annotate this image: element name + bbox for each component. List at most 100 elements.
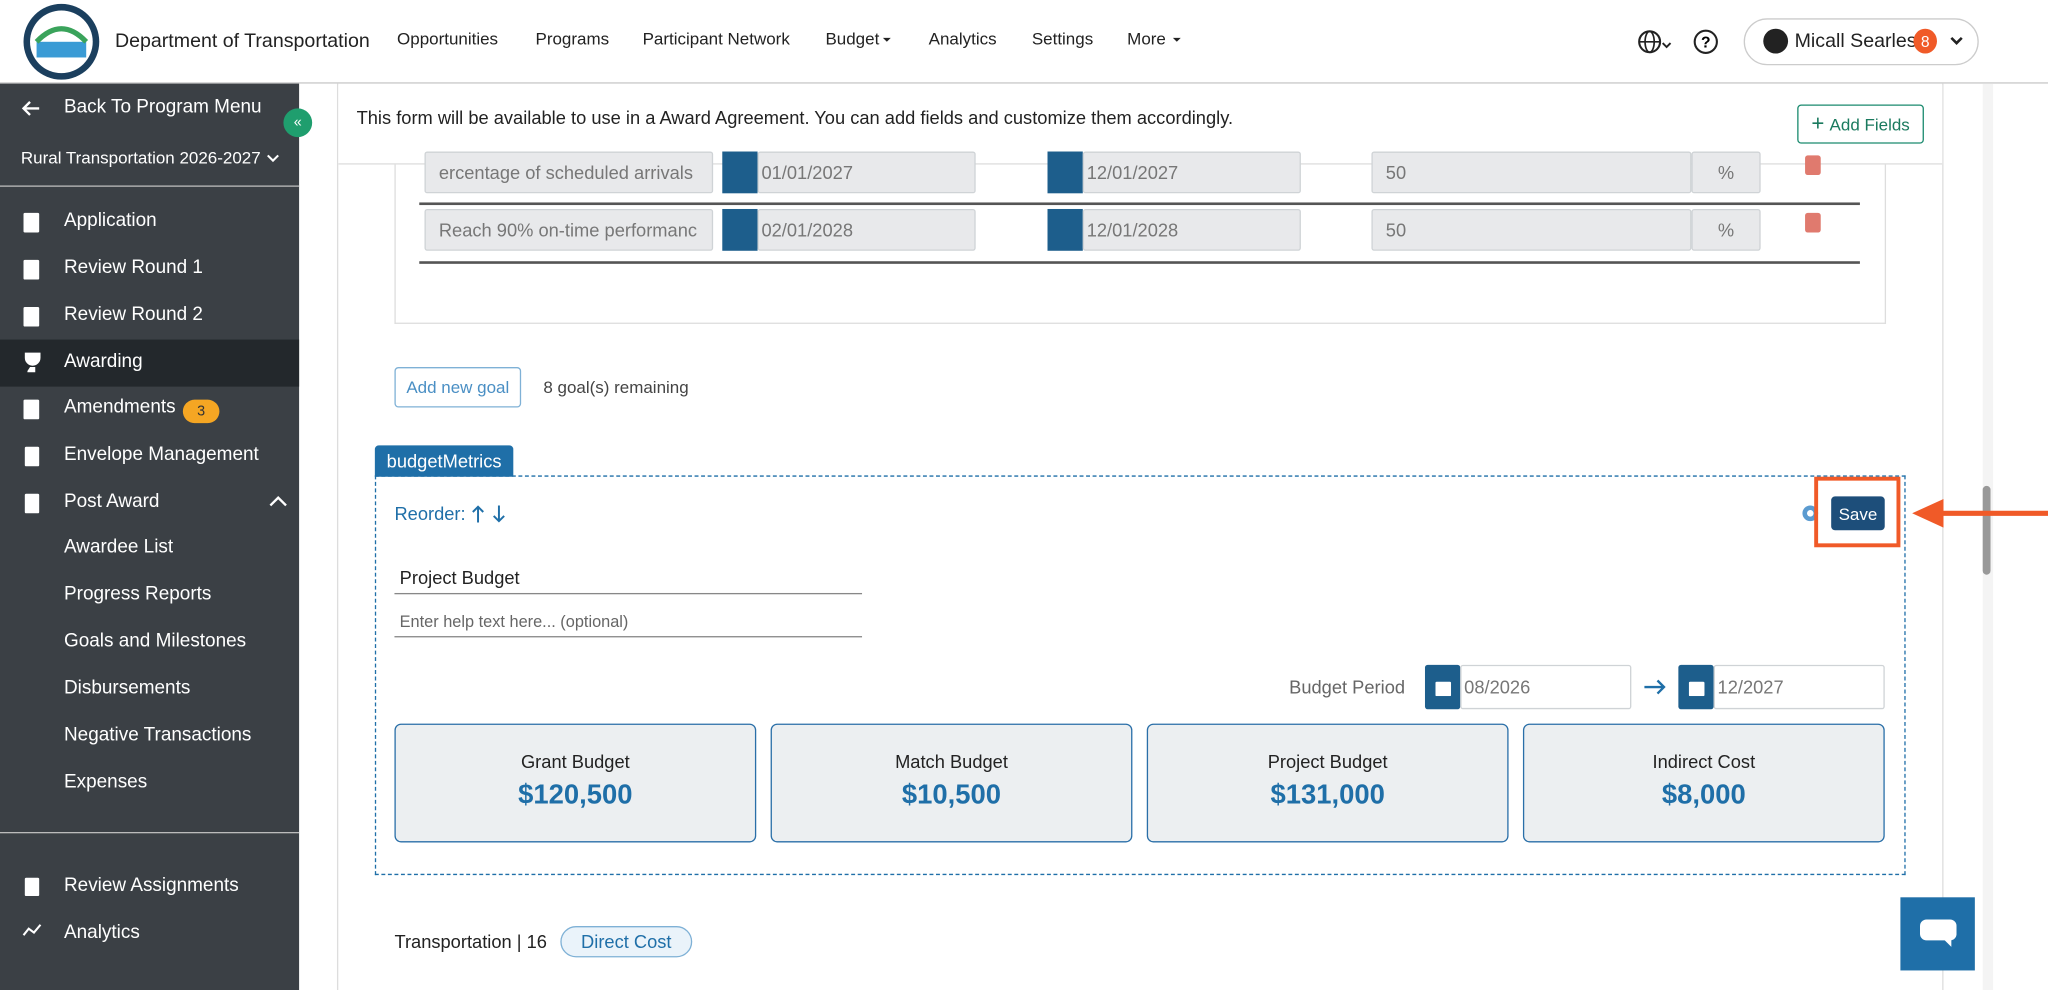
nav-item[interactable]: Opportunities [397,28,499,49]
end-date[interactable]: 12/01/2027 [1082,151,1301,194]
goal-input[interactable]: Reach 90% on-time performanc [424,208,714,251]
period-arrow [1644,679,1666,695]
add-fields-button[interactable]: + Add Fields [1797,104,1924,144]
menu-item[interactable]: Amendments [63,397,176,418]
nav-item[interactable]: Analytics [928,28,997,49]
card-title: Project Budget [1267,751,1388,772]
chevron [1950,36,1963,45]
budget-card: Project Budget $131,000 [1146,723,1509,843]
divider [0,831,300,834]
goal-input[interactable]: ercentage of scheduled arrivals [424,151,714,194]
period-end[interactable]: 12/2027 [1713,664,1885,710]
nav-item[interactable]: Participant Network [642,28,790,49]
avatar [1763,28,1789,54]
org-name: Department of Transportation [114,30,370,53]
field-label: Project Budget [399,566,520,588]
reorder-arrows [472,505,505,523]
card-value: $120,500 [518,779,633,810]
back-link[interactable]: Back To Program Menu [63,96,262,118]
section-box [374,475,1906,876]
scroll-thumb [1982,485,1991,575]
nav-item[interactable]: Budget [825,28,880,49]
save-button[interactable]: Save [1831,496,1885,531]
unit[interactable]: % [1691,208,1761,251]
next-field-label: Transportation | 16 [394,931,547,953]
card-title: Match Budget [895,751,1008,772]
active-item-bg [0,339,300,387]
menu-item[interactable]: Envelope Management [63,444,259,465]
section-tag: budgetMetrics [374,445,514,477]
menu-item[interactable]: Application [63,210,157,232]
target-value[interactable]: 50 [1371,208,1692,251]
user-badge: 8 [1913,28,1937,54]
notice-bar [338,84,1943,165]
add-goal-button[interactable]: Add new goal [394,367,522,408]
back-icon [21,101,40,116]
top-bar [0,0,2048,84]
menu-item[interactable]: Analytics [63,922,140,944]
dropdown-caret [1172,37,1181,42]
menu-item[interactable]: Review Round 1 [63,257,203,279]
program-name[interactable]: Rural Transportation 2026-2027 [20,147,261,168]
logo [23,3,100,80]
submenu-item[interactable]: Progress Reports [63,583,212,605]
end-date[interactable]: 12/01/2028 [1082,208,1301,251]
reorder-label: Reorder: [394,502,466,524]
calendar-icon [1678,664,1714,710]
trash-icon[interactable] [1805,155,1821,176]
menu-item[interactable]: Review Assignments [63,875,239,896]
trash-icon[interactable] [1805,212,1821,233]
underline [394,636,863,638]
sidebar [0,83,300,990]
pointer-arrow [1912,498,2048,528]
submenu-item[interactable]: Negative Transactions [63,724,252,746]
card-value: $10,500 [901,779,1002,810]
calendar-icon [722,151,758,194]
nav-item[interactable]: Settings [1031,28,1094,49]
budget-card: Indirect Cost $8,000 [1522,723,1885,843]
start-date[interactable]: 01/01/2027 [757,151,976,194]
goals-box [394,143,1887,324]
menu-icons [22,212,42,936]
help-placeholder: Enter help text here... (optional) [399,612,629,631]
menu-item[interactable]: Review Round 2 [63,304,203,326]
badge: 3 [182,399,220,424]
budget-card: Match Budget $10,500 [770,723,1133,843]
user-name: Micall Searles [1794,30,1917,53]
calendar-icon [1424,664,1461,710]
nav-item[interactable]: Programs [535,28,610,49]
menu-item[interactable]: Post Award [63,491,160,512]
budget-period-label: Budget Period [1289,676,1406,698]
collapse-toggle[interactable]: « [283,108,313,138]
card-title: Indirect Cost [1652,751,1756,772]
unit[interactable]: % [1691,151,1761,194]
remaining-text: 8 goal(s) remaining [543,377,689,398]
dropdown-carets [882,37,891,42]
submenu-item[interactable]: Expenses [63,771,148,793]
submenu-item[interactable]: Disbursements [63,677,191,699]
header-icons: ? [1638,29,1718,54]
calendar-icon [1047,208,1083,251]
content-panel [336,83,1944,990]
highlight-box [1814,476,1901,548]
notice-text: This form will be available to use in a … [356,107,1234,128]
nav-item[interactable]: More [1127,28,1166,49]
submenu-item[interactable]: Goals and Milestones [63,630,247,652]
start-date[interactable]: 02/01/2028 [757,208,976,251]
target-value[interactable]: 50 [1371,151,1692,194]
row-line [419,261,1860,264]
row-line [419,202,1860,206]
button-label: Add Fields [1829,114,1910,134]
menu-item[interactable]: Awarding [63,351,143,373]
user-menu[interactable] [1743,18,1979,66]
divider [0,185,300,187]
chevron [267,154,279,163]
calendar-icon [1047,151,1083,194]
card-value: $131,000 [1270,779,1385,810]
submenu-item[interactable]: Awardee List [63,536,174,558]
svg-text:?: ? [1701,35,1711,52]
chat-button[interactable] [1900,897,1975,971]
period-start[interactable]: 08/2026 [1460,664,1632,710]
